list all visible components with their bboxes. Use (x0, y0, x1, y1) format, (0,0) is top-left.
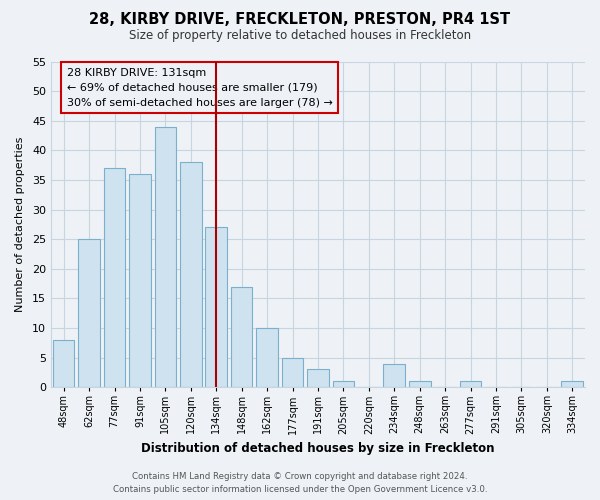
Bar (409, 382, 431, 387)
Bar (180, 162, 202, 387)
Bar (104, 168, 125, 387)
Bar (155, 126, 176, 387)
Y-axis label: Number of detached properties: Number of detached properties (15, 136, 25, 312)
Bar (205, 228, 227, 387)
Bar (307, 370, 329, 387)
Text: Contains HM Land Registry data © Crown copyright and database right 2024.
Contai: Contains HM Land Registry data © Crown c… (113, 472, 487, 494)
Bar (332, 382, 354, 387)
Text: 28, KIRBY DRIVE, FRECKLETON, PRESTON, PR4 1ST: 28, KIRBY DRIVE, FRECKLETON, PRESTON, PR… (89, 12, 511, 28)
X-axis label: Distribution of detached houses by size in Freckleton: Distribution of detached houses by size … (141, 442, 495, 455)
Bar (53, 340, 74, 387)
Bar (562, 382, 583, 387)
Text: Size of property relative to detached houses in Freckleton: Size of property relative to detached ho… (129, 28, 471, 42)
Bar (129, 174, 151, 387)
Bar (460, 382, 481, 387)
Bar (78, 239, 100, 387)
Bar (256, 328, 278, 387)
Bar (231, 286, 253, 387)
Text: 28 KIRBY DRIVE: 131sqm
← 69% of detached houses are smaller (179)
30% of semi-de: 28 KIRBY DRIVE: 131sqm ← 69% of detached… (67, 68, 333, 108)
Bar (383, 364, 405, 387)
Bar (282, 358, 304, 387)
